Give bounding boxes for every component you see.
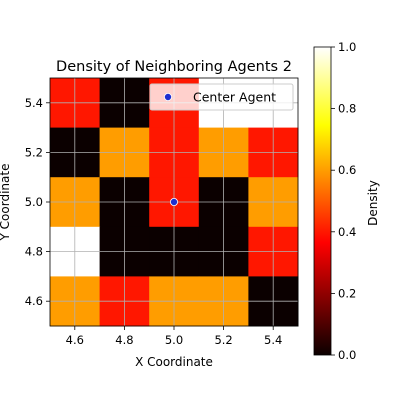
x-tick-label-0: 4.6: [66, 333, 84, 347]
grid-lines: [50, 78, 298, 326]
center-agent-point: [169, 197, 178, 206]
x-tick-label-4: 5.4: [264, 333, 282, 347]
scatter-points: [169, 197, 178, 206]
legend-marker: [163, 93, 172, 102]
colorbar-label: Density: [366, 180, 380, 226]
y-tick-label-4: 5.4: [25, 96, 43, 110]
y-tick-label-0: 4.6: [25, 294, 43, 308]
colorbar-tick-label-4: 0.8: [338, 102, 356, 116]
y-tick-label-1: 4.8: [25, 245, 43, 259]
colorbar-tick-label-0: 0.0: [338, 348, 356, 362]
x-tick-label-2: 5.0: [165, 333, 183, 347]
x-axis-ticks: 4.6 4.8 5.0 5.2 5.4: [66, 326, 282, 347]
x-tick-label-3: 5.2: [214, 333, 232, 347]
y-axis-ticks: 4.6 4.8 5.0 5.2 5.4: [25, 96, 50, 308]
colorbar-tick-label-1: 0.2: [338, 286, 356, 300]
y-axis-label: Y Coordinate: [0, 164, 12, 242]
colorbar-ticks: 0.0 0.2 0.4 0.6 0.8 1.0: [331, 40, 356, 362]
colorbar: [313, 46, 332, 356]
colorbar-tick-label-5: 1.0: [338, 40, 356, 54]
y-tick-label-2: 5.0: [25, 195, 43, 209]
legend-box: [149, 83, 294, 111]
x-tick-label-1: 4.8: [115, 333, 133, 347]
legend: Center Agent: [149, 83, 294, 111]
x-axis-label: X Coordinate: [135, 355, 213, 369]
legend-label-center-agent: Center Agent: [193, 90, 276, 105]
chart-title: Density of Neighboring Agents 2: [56, 59, 292, 75]
colorbar-tick-label-2: 0.4: [338, 225, 356, 239]
y-tick-label-3: 5.2: [25, 145, 43, 159]
colorbar-tick-label-3: 0.6: [338, 163, 356, 177]
